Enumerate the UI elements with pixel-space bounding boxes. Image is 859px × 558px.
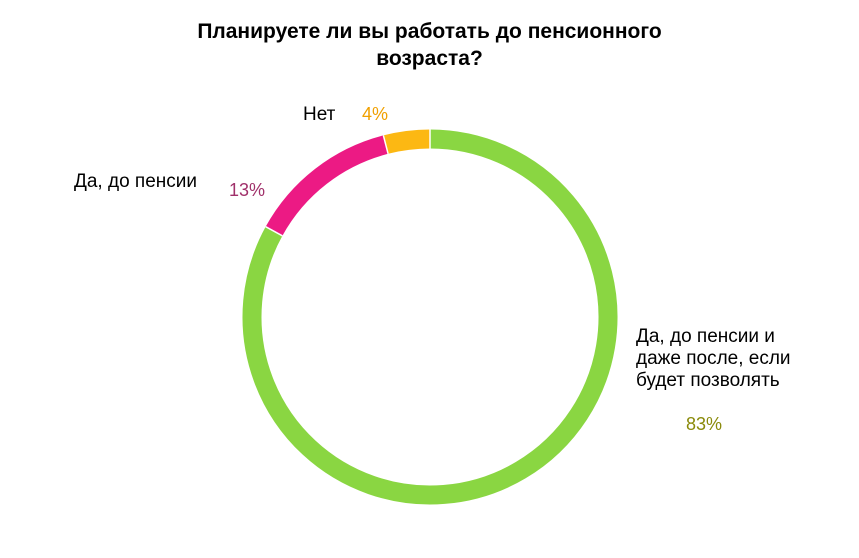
slice-value-until-pension: 13%: [229, 180, 266, 200]
slice-label-main-line-2: даже после, если: [636, 348, 791, 369]
slice-value-main: 83%: [686, 414, 723, 434]
slice-label-main-line-3: будет позволять: [636, 370, 780, 391]
slice-label-until-pension: Да, до пенсии: [74, 171, 197, 192]
slice-label-main-line-1: Да, до пенсии и: [636, 326, 775, 347]
donut-slice-main: [242, 129, 618, 505]
slice-value-no: 4%: [362, 104, 389, 124]
chart-title: Планируете ли вы работать до пенсионного…: [0, 18, 859, 72]
slice-separator: [265, 226, 283, 237]
chart-title-line-1: Планируете ли вы работать до пенсионного: [197, 20, 662, 43]
slice-label-main: Да, до пенсии и даже после, если будет п…: [636, 326, 791, 392]
slice-separator: [382, 135, 389, 154]
chart-title-line-2: возраста?: [376, 47, 483, 70]
donut-slice-no: [383, 129, 431, 154]
slice-label-no: Нет: [303, 104, 336, 125]
donut-slice-until-pension: [265, 135, 389, 236]
